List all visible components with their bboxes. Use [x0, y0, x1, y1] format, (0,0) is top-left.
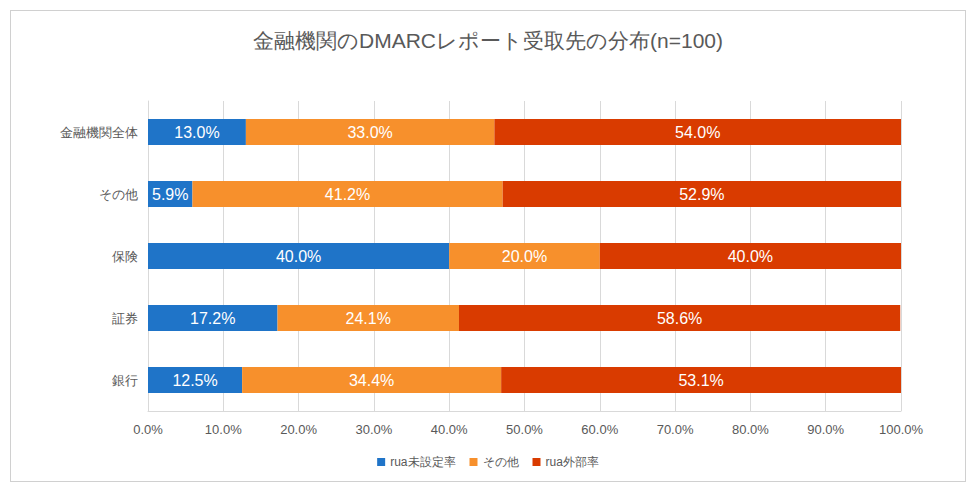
svg-text:53.1%: 53.1% [678, 372, 723, 389]
svg-text:17.2%: 17.2% [190, 310, 235, 327]
svg-text:10.0%: 10.0% [205, 422, 242, 437]
svg-text:60.0%: 60.0% [581, 422, 618, 437]
svg-text:rua未設定率: rua未設定率 [390, 455, 455, 469]
svg-text:0.0%: 0.0% [133, 422, 163, 437]
svg-text:54.0%: 54.0% [675, 124, 720, 141]
svg-text:50.0%: 50.0% [506, 422, 543, 437]
svg-text:5.9%: 5.9% [152, 186, 188, 203]
svg-text:20.0%: 20.0% [502, 248, 547, 265]
svg-text:70.0%: 70.0% [657, 422, 694, 437]
svg-text:その他: その他 [99, 187, 138, 202]
svg-text:銀行: 銀行 [112, 373, 138, 388]
svg-text:rua外部率: rua外部率 [546, 455, 599, 469]
svg-text:58.6%: 58.6% [657, 310, 702, 327]
svg-text:その他: その他 [483, 455, 519, 469]
svg-text:金融機関のDMARCレポート受取先の分布(n=100): 金融機関のDMARCレポート受取先の分布(n=100) [253, 29, 723, 52]
svg-text:100.0%: 100.0% [879, 422, 924, 437]
svg-text:13.0%: 13.0% [174, 124, 219, 141]
svg-text:金融機関全体: 金融機関全体 [60, 125, 138, 140]
svg-text:34.4%: 34.4% [349, 372, 394, 389]
svg-text:80.0%: 80.0% [732, 422, 769, 437]
svg-text:24.1%: 24.1% [346, 310, 391, 327]
svg-text:40.0%: 40.0% [728, 248, 773, 265]
svg-text:証券: 証券 [112, 311, 138, 326]
svg-text:30.0%: 30.0% [355, 422, 392, 437]
svg-text:40.0%: 40.0% [431, 422, 468, 437]
svg-text:12.5%: 12.5% [172, 372, 217, 389]
svg-text:41.2%: 41.2% [325, 186, 370, 203]
svg-text:40.0%: 40.0% [276, 248, 321, 265]
svg-text:20.0%: 20.0% [280, 422, 317, 437]
svg-text:保険: 保険 [112, 249, 138, 264]
svg-text:33.0%: 33.0% [347, 124, 392, 141]
svg-text:90.0%: 90.0% [807, 422, 844, 437]
svg-text:52.9%: 52.9% [679, 186, 724, 203]
